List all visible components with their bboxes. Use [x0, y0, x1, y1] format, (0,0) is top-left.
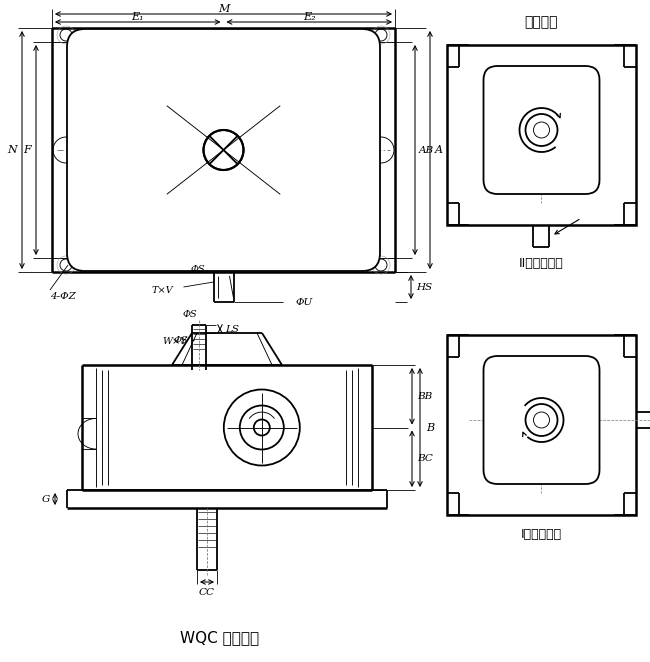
Text: W×Y: W×Y: [162, 336, 187, 346]
Text: T×V: T×V: [152, 285, 174, 295]
Text: I－上出轴式: I－上出轴式: [521, 528, 562, 542]
Text: A: A: [435, 145, 443, 155]
Text: F: F: [23, 145, 31, 155]
Bar: [447, 335, 636, 515]
Text: WQC 型减速器: WQC 型减速器: [181, 630, 259, 645]
FancyBboxPatch shape: [67, 29, 380, 271]
FancyBboxPatch shape: [484, 66, 599, 194]
Text: ΦS: ΦS: [191, 265, 205, 273]
Text: ΦS: ΦS: [183, 310, 197, 319]
Text: ΦU: ΦU: [296, 297, 313, 307]
Text: BB: BB: [417, 392, 432, 401]
FancyBboxPatch shape: [484, 356, 599, 484]
Text: AB: AB: [419, 146, 434, 154]
Text: II－下出轴式: II－下出轴式: [519, 256, 564, 269]
Bar: [447, 45, 636, 225]
Text: CC: CC: [199, 588, 215, 597]
Text: BC: BC: [417, 454, 433, 463]
Text: E₁: E₁: [131, 12, 144, 22]
Text: 4-ΦZ: 4-ΦZ: [50, 292, 76, 301]
Text: HS: HS: [416, 283, 432, 291]
Text: N: N: [7, 145, 17, 155]
Text: B: B: [426, 422, 434, 432]
Text: LS: LS: [225, 324, 239, 334]
Circle shape: [254, 420, 270, 436]
Text: ΦS: ΦS: [174, 336, 188, 344]
Text: 装配形式: 装配形式: [525, 15, 558, 29]
Text: M: M: [218, 4, 229, 14]
Text: E₂: E₂: [303, 12, 315, 22]
Text: G: G: [42, 495, 50, 504]
